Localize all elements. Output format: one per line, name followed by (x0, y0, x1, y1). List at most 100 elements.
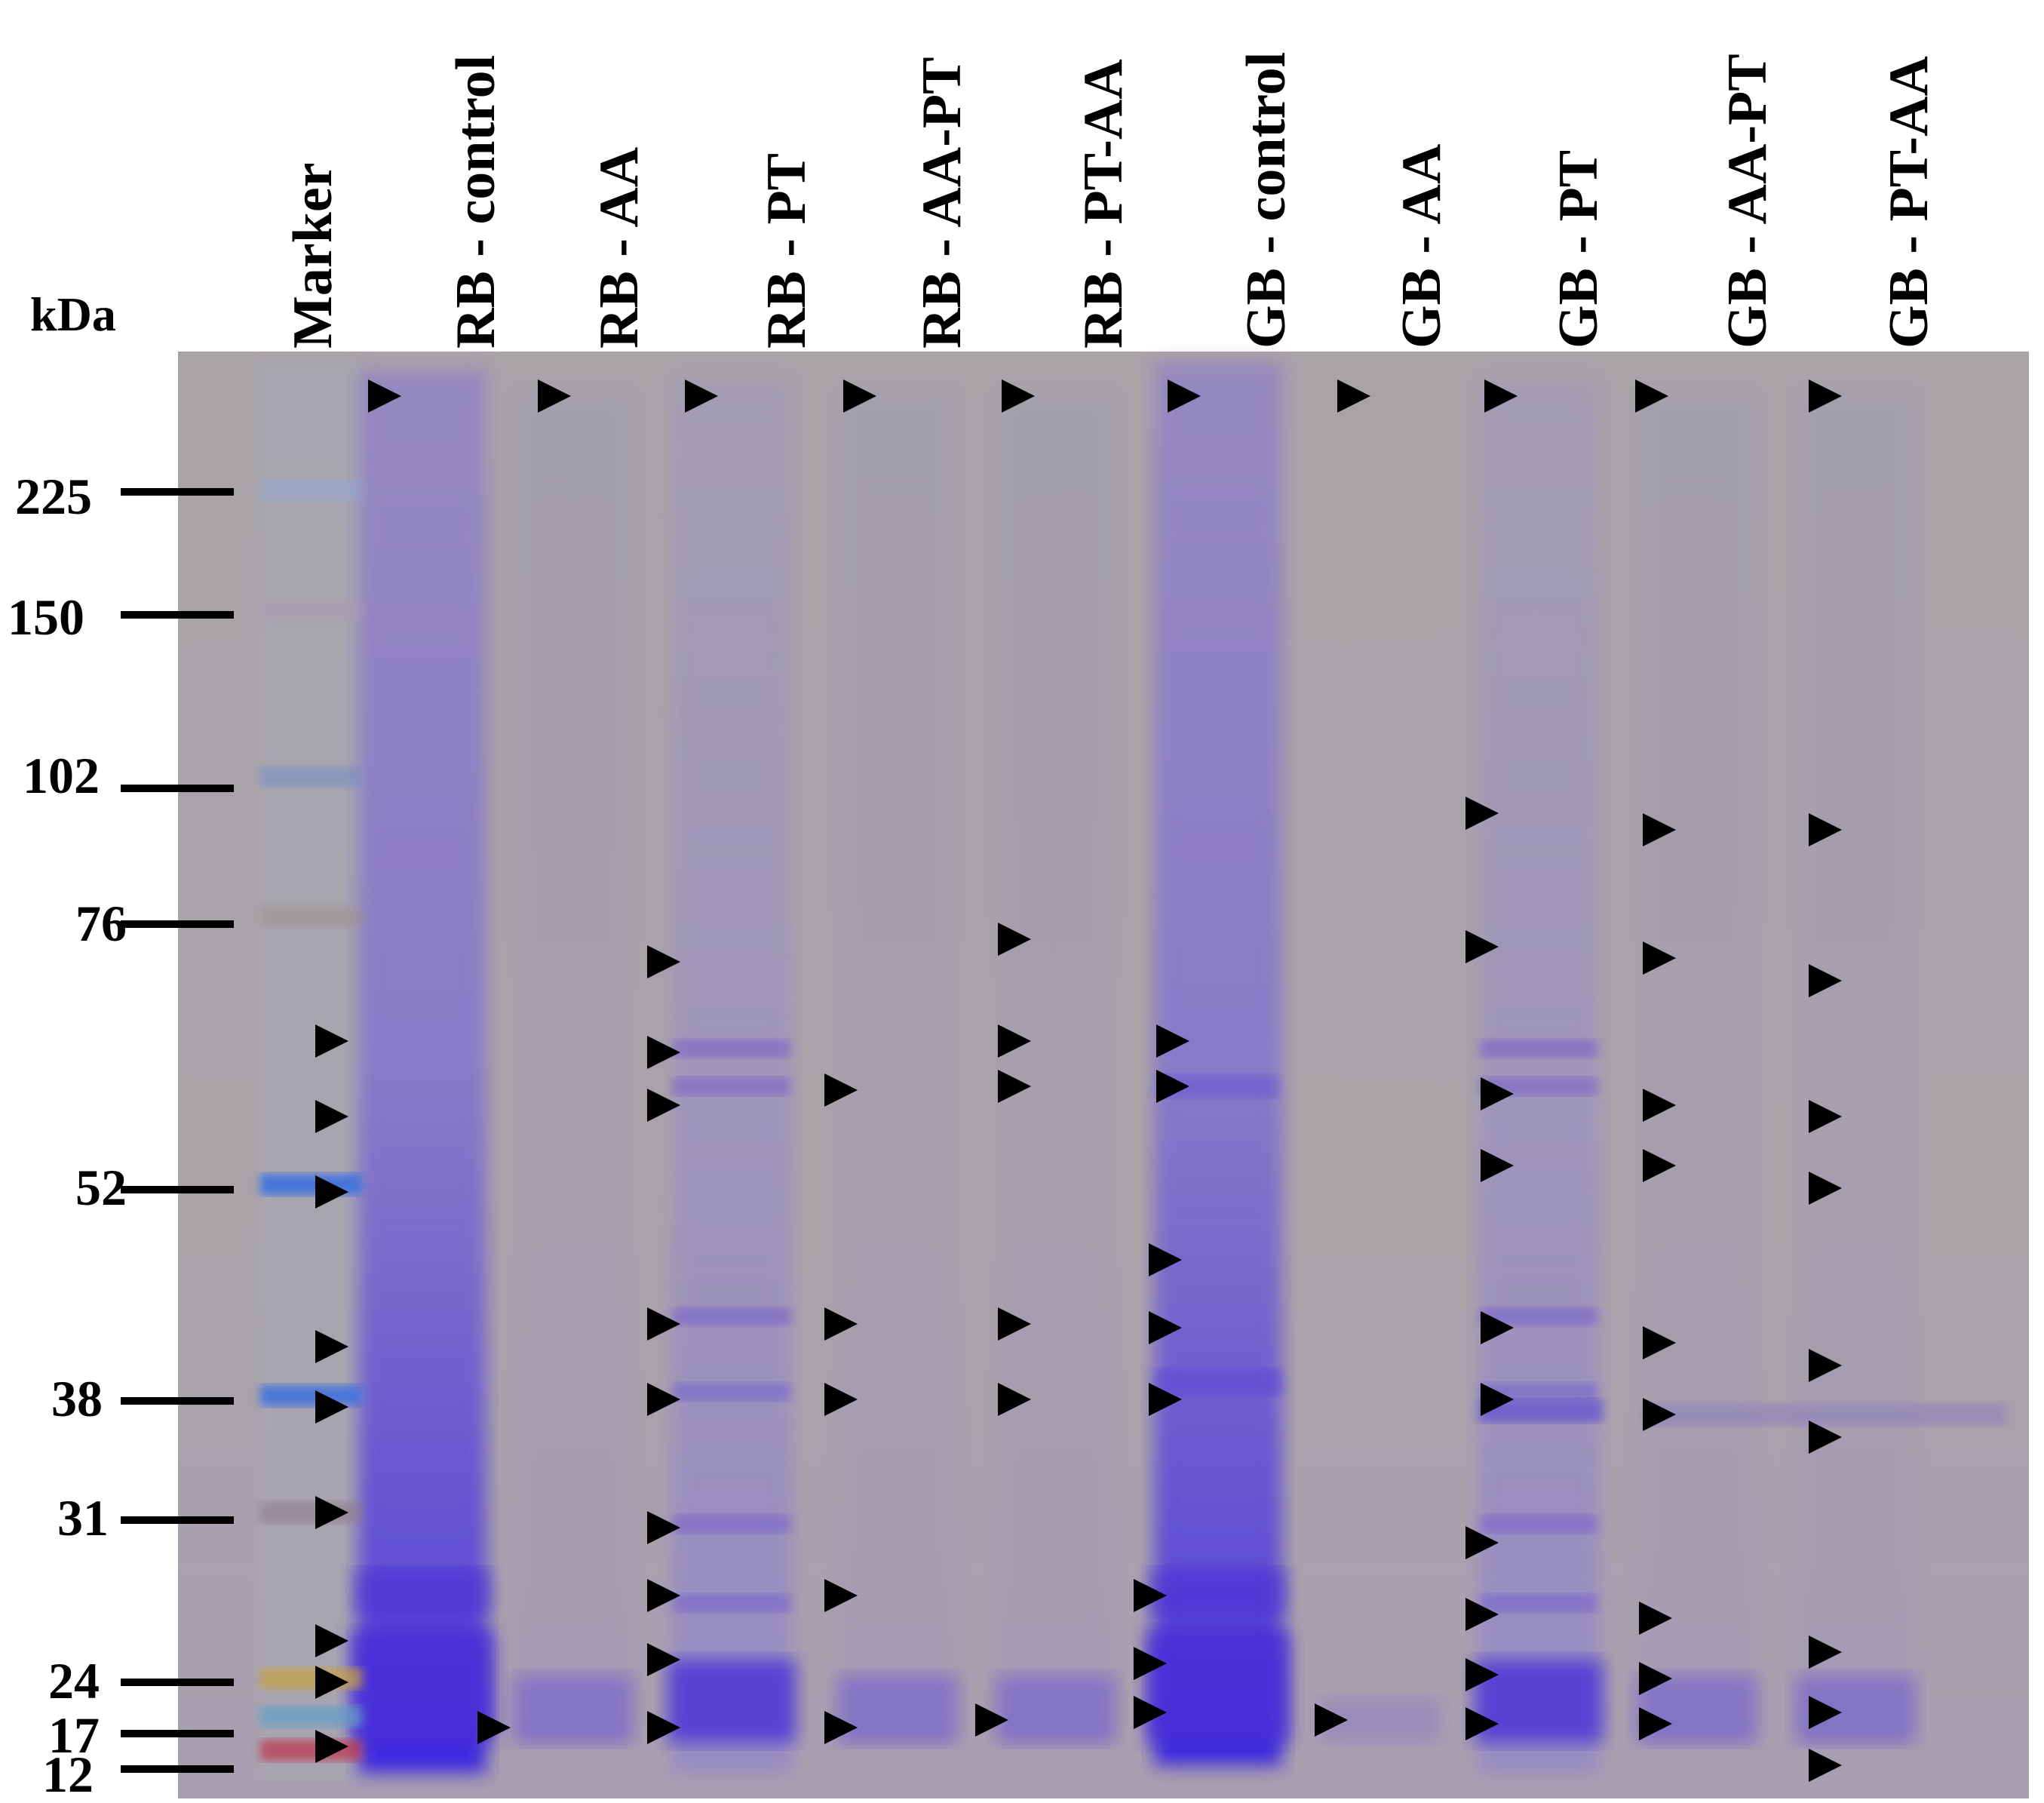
lane-bottom-band-6 (1146, 1629, 1290, 1743)
lane-8-band-5 (1480, 1594, 1597, 1612)
band-arrow-28 (647, 1711, 680, 1744)
lane-3-band-1 (673, 1077, 790, 1095)
lane-low-band-6 (1150, 1569, 1286, 1614)
band-arrow-13 (315, 1330, 348, 1363)
band-arrow-25 (647, 1511, 680, 1544)
marker-ladder-band-7 (260, 1668, 362, 1689)
band-arrow-37 (998, 1070, 1031, 1103)
band-arrow-15 (315, 1496, 348, 1529)
band-arrow-53 (1465, 1658, 1499, 1691)
band-arrow-45 (1149, 1243, 1182, 1276)
mw-tick-1 (121, 611, 234, 619)
band-arrow-50 (1465, 930, 1499, 963)
band-arrow-2 (685, 379, 718, 413)
lane-label-gb-pt-aa: GB - PT-AA (1878, 56, 1940, 349)
band-arrow-66 (1639, 1662, 1672, 1695)
band-arrow-46 (1149, 1311, 1182, 1344)
band-arrow-42 (1134, 1696, 1167, 1729)
lane-3-band-3 (673, 1383, 790, 1401)
band-arrow-32 (824, 1579, 858, 1612)
mw-label-24: 24 (48, 1652, 100, 1709)
lane-smear-1 (358, 370, 486, 1773)
mw-label-12: 12 (42, 1746, 94, 1803)
band-arrow-18 (315, 1730, 348, 1763)
mw-tick-9 (121, 1765, 234, 1773)
lane-3-band-0 (673, 1040, 790, 1058)
band-arrow-43 (1156, 1024, 1189, 1058)
band-arrow-51 (1465, 1526, 1499, 1559)
band-arrow-59 (1643, 813, 1676, 846)
band-arrow-35 (998, 923, 1031, 956)
lane-label-rb-pt-aa: RB - PT-AA (1073, 59, 1134, 349)
band-arrow-60 (1643, 941, 1676, 975)
mw-label-102: 102 (23, 747, 100, 804)
band-arrow-47 (1149, 1383, 1182, 1416)
band-arrow-39 (998, 1383, 1031, 1416)
band-arrow-64 (1643, 1398, 1676, 1431)
lane-label-marker: Marker (282, 162, 344, 349)
band-arrow-34 (975, 1703, 1008, 1737)
lane-smear-8 (1478, 377, 1599, 1773)
lane-smear-2 (513, 392, 634, 1735)
marker-ladder-band-1 (260, 600, 362, 622)
marker-ladder-band-8 (260, 1706, 362, 1727)
band-arrow-1 (538, 379, 571, 413)
mw-tick-2 (121, 785, 234, 792)
lane-smear-3 (671, 377, 792, 1773)
lane-3-band-4 (673, 1515, 790, 1533)
band-arrow-41 (1134, 1647, 1167, 1680)
lane-label-rb-control: RB - control (445, 54, 507, 349)
kda-axis-title: kDa (30, 287, 116, 341)
lane-bottom-band-3 (668, 1660, 796, 1743)
band-arrow-55 (1481, 1077, 1514, 1110)
marker-ladder-band-0 (260, 480, 362, 501)
band-arrow-23 (647, 1307, 680, 1341)
band-arrow-58 (1481, 1383, 1514, 1416)
band-arrow-30 (824, 1307, 858, 1341)
band-arrow-71 (1809, 1172, 1842, 1205)
band-arrow-63 (1643, 1326, 1676, 1359)
mw-label-76: 76 (75, 895, 127, 952)
band-arrow-11 (315, 1100, 348, 1133)
band-arrow-48 (1315, 1703, 1348, 1737)
band-arrow-19 (477, 1711, 511, 1744)
mw-tick-7 (121, 1679, 234, 1686)
band-arrow-26 (647, 1579, 680, 1612)
band-arrow-44 (1156, 1070, 1189, 1103)
band-arrow-17 (315, 1666, 348, 1699)
band-arrow-24 (647, 1383, 680, 1416)
band-arrow-8 (1635, 379, 1668, 413)
band-arrow-10 (315, 1024, 348, 1058)
lane-smear-4 (837, 392, 958, 1735)
band-arrow-36 (998, 1024, 1031, 1058)
band-arrow-69 (1809, 964, 1842, 997)
band-arrow-70 (1809, 1100, 1842, 1133)
band-arrow-33 (824, 1711, 858, 1744)
mw-tick-0 (121, 488, 234, 496)
lane-label-gb-aa: GB - AA (1391, 143, 1453, 349)
band-arrow-76 (1809, 1749, 1842, 1782)
band-arrow-61 (1643, 1089, 1676, 1122)
mw-label-31: 31 (57, 1489, 109, 1547)
band-arrow-20 (647, 945, 680, 978)
band-arrow-7 (1484, 379, 1518, 413)
band-arrow-72 (1809, 1349, 1842, 1382)
lane-bottom-band-8 (1475, 1660, 1603, 1743)
band-arrow-0 (368, 379, 401, 413)
band-arrow-29 (824, 1074, 858, 1107)
lane-smear-10 (1795, 392, 1916, 1735)
band-arrow-49 (1465, 797, 1499, 830)
band-arrow-12 (315, 1175, 348, 1209)
mw-tick-6 (121, 1516, 234, 1524)
lane-label-gb-aa-pt: GB - AA-PT (1717, 54, 1779, 349)
band-arrow-67 (1639, 1707, 1672, 1740)
mw-label-17: 17 (48, 1706, 100, 1764)
lane-3-band-5 (673, 1594, 790, 1612)
band-arrow-22 (647, 1089, 680, 1122)
lane-label-gb-control: GB - control (1235, 51, 1297, 349)
band-arrow-54 (1465, 1707, 1499, 1740)
gb-control-band-38 (1154, 1369, 1282, 1396)
band-arrow-52 (1465, 1598, 1499, 1631)
lane-label-gb-pt: GB - PT (1548, 149, 1610, 349)
